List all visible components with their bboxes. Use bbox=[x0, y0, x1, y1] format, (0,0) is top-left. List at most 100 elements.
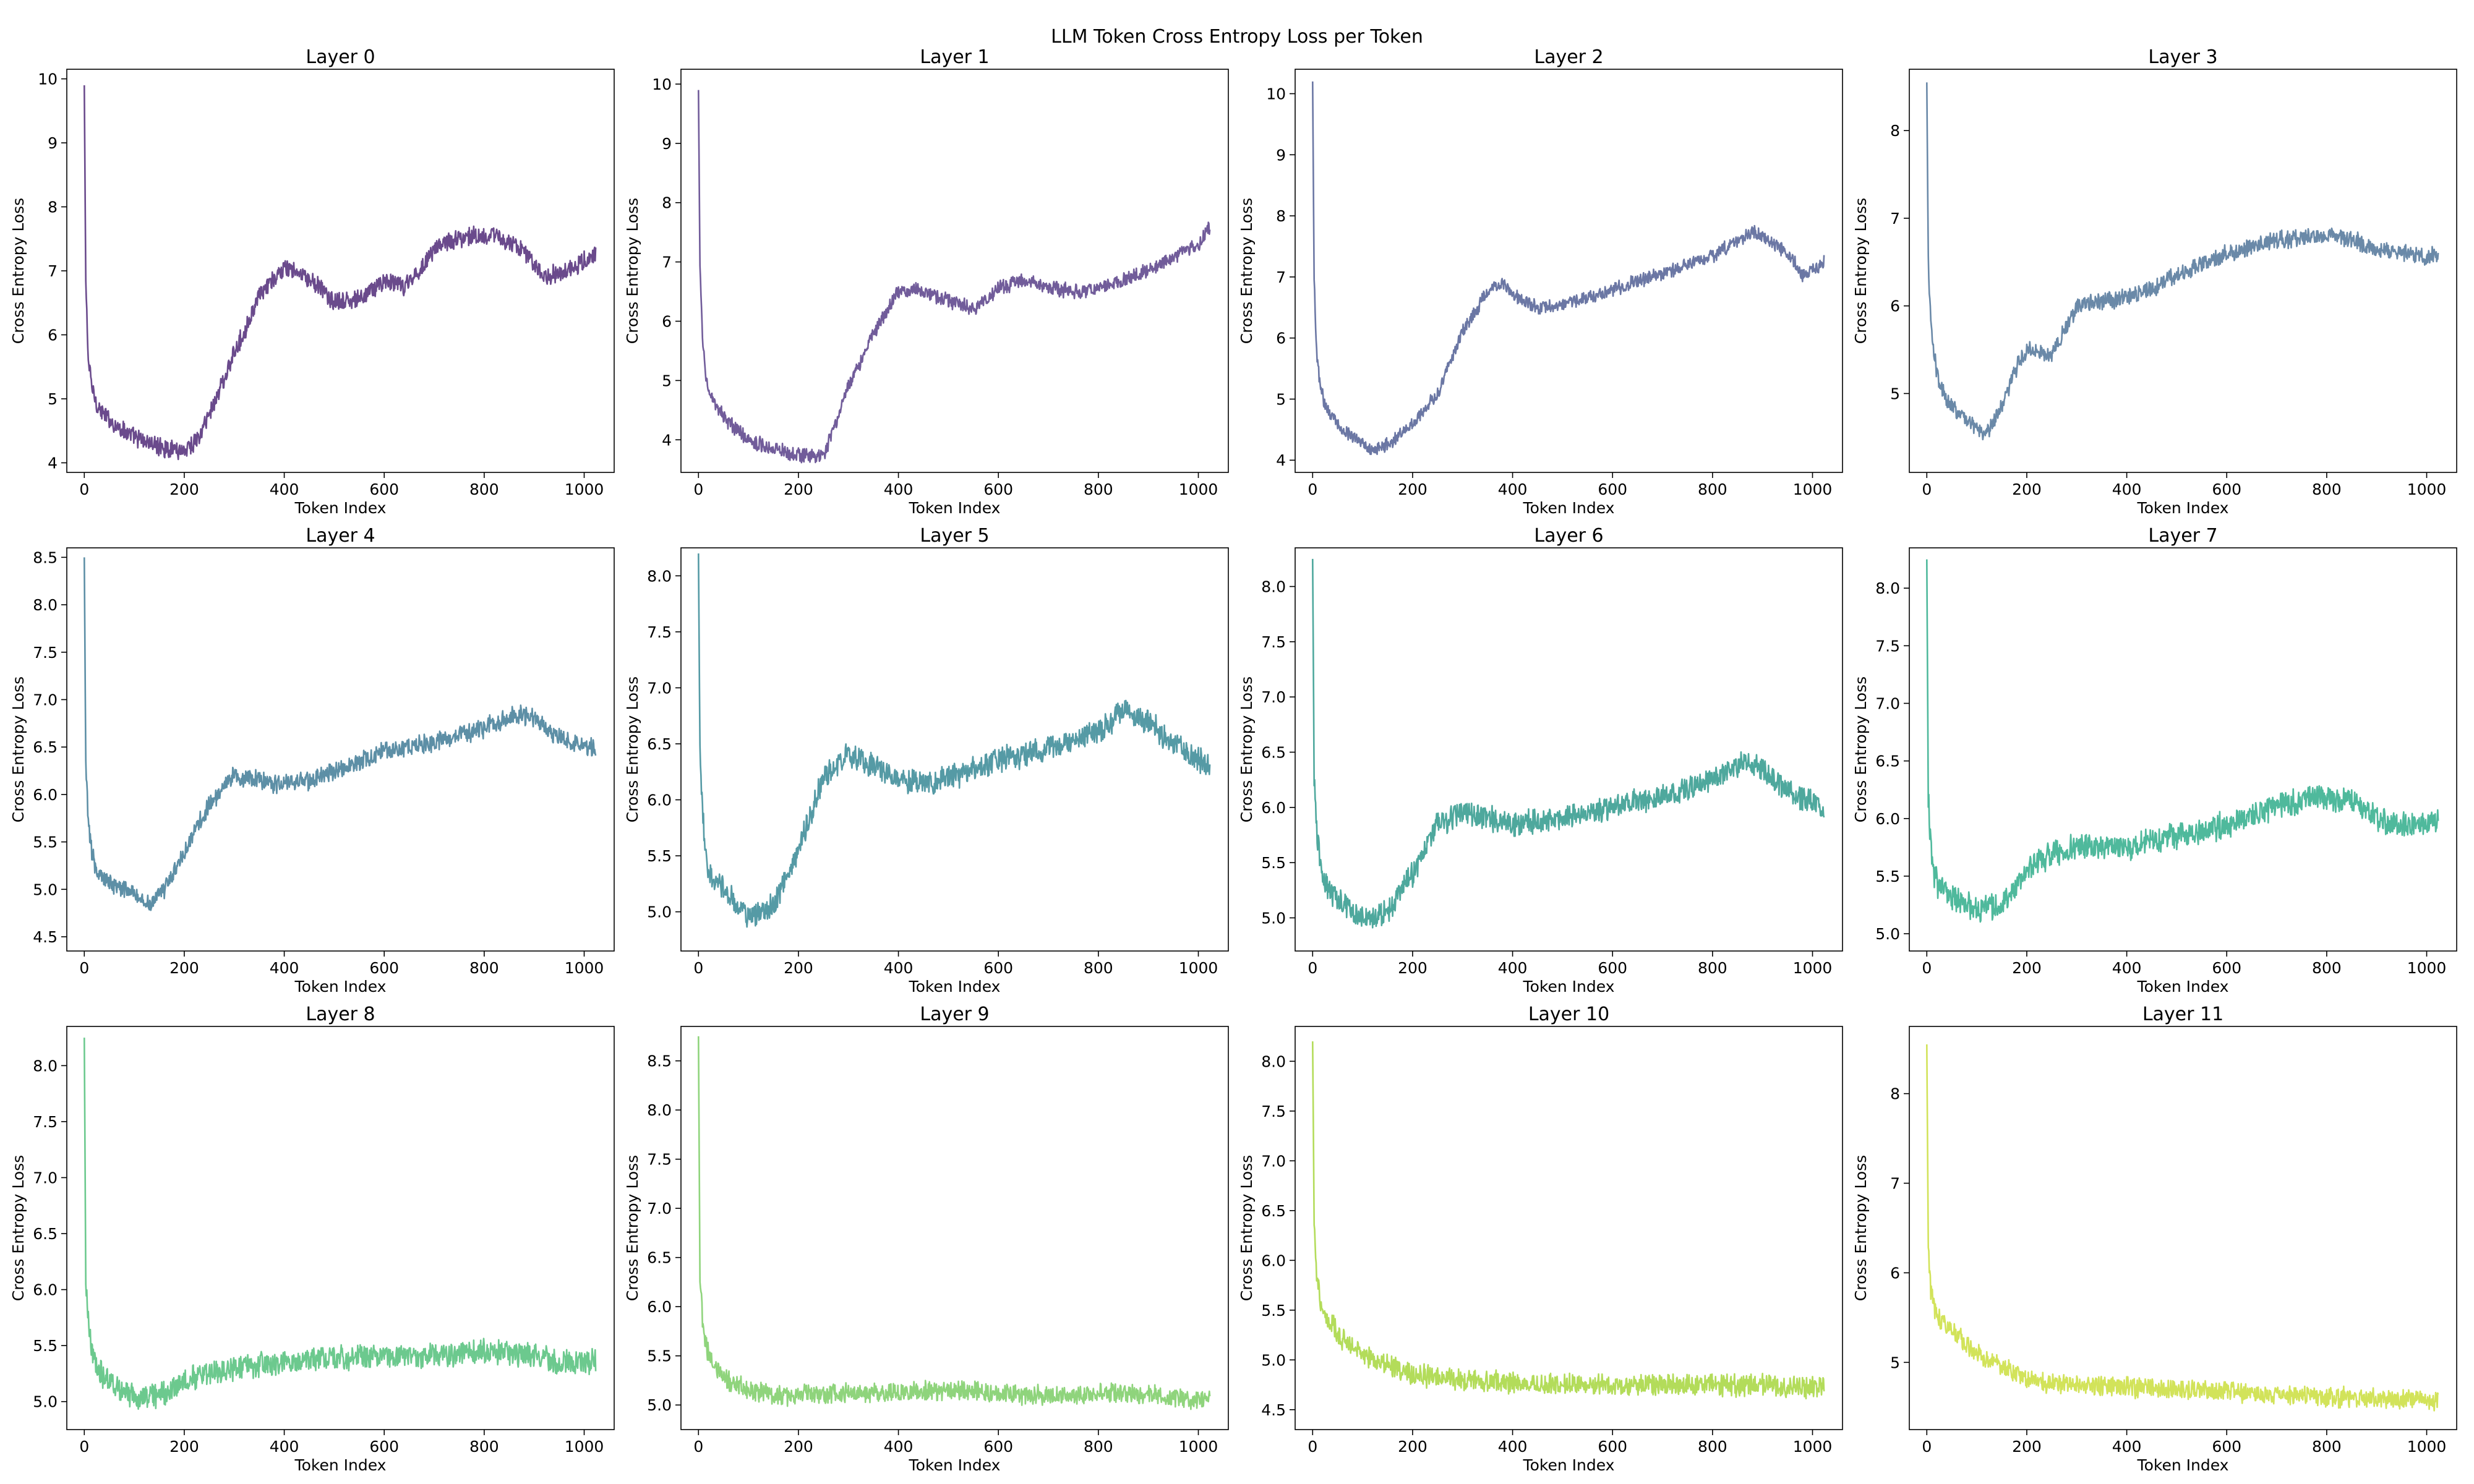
y-axis-label: Cross Entropy Loss bbox=[623, 198, 641, 344]
y-tick-label: 7.5 bbox=[647, 1151, 672, 1169]
x-tick-label: 600 bbox=[2212, 1438, 2241, 1456]
y-tick-label: 7 bbox=[48, 262, 58, 280]
y-tick-label: 5.5 bbox=[647, 1347, 672, 1365]
x-tick-label: 200 bbox=[169, 959, 199, 977]
y-tick-label: 5.0 bbox=[33, 881, 58, 898]
x-tick-label: 400 bbox=[1498, 480, 1528, 498]
x-axis-label: Token Index bbox=[2137, 978, 2229, 996]
x-tick-label: 600 bbox=[1598, 480, 1627, 498]
y-axis-label: Cross Entropy Loss bbox=[9, 1155, 27, 1301]
y-tick-label: 9 bbox=[48, 134, 58, 152]
x-tick-label: 600 bbox=[983, 959, 1013, 977]
x-tick-label: 800 bbox=[2312, 1438, 2342, 1456]
y-tick-label: 7.0 bbox=[33, 691, 58, 709]
y-tick-label: 5.0 bbox=[1261, 1351, 1286, 1369]
y-tick-label: 7.0 bbox=[647, 1200, 672, 1217]
x-tick-label: 1000 bbox=[2407, 959, 2447, 977]
y-tick-label: 6.0 bbox=[1261, 1252, 1286, 1269]
x-tick-label: 200 bbox=[1398, 1438, 1427, 1456]
x-tick-label: 0 bbox=[693, 959, 703, 977]
y-tick-label: 8.0 bbox=[33, 596, 58, 614]
y-tick-label: 7.0 bbox=[647, 679, 672, 697]
y-tick-label: 8.0 bbox=[1875, 579, 1900, 597]
x-tick-label: 1000 bbox=[1793, 480, 1833, 498]
x-tick-label: 0 bbox=[79, 959, 89, 977]
x-tick-label: 200 bbox=[1398, 959, 1427, 977]
y-tick-label: 8.0 bbox=[1261, 578, 1286, 596]
y-tick-label: 9 bbox=[1276, 146, 1286, 164]
panel-layer-8: Layer 8 0 200 400 600 800 1000 5.0 5.5 6.0 6.5 7.0 7… bbox=[9, 1004, 615, 1474]
axes-frame bbox=[66, 69, 615, 473]
y-tick-label: 5.0 bbox=[1875, 925, 1900, 943]
y-tick-label: 6.0 bbox=[33, 786, 58, 804]
x-tick-label: 800 bbox=[1698, 1438, 1727, 1456]
y-axis-label: Cross Entropy Loss bbox=[623, 1155, 641, 1301]
x-axis-label: Token Index bbox=[294, 1456, 387, 1474]
y-tick-label: 4 bbox=[48, 454, 58, 472]
x-tick-label: 400 bbox=[270, 1438, 299, 1456]
x-tick-label: 800 bbox=[469, 959, 499, 977]
y-tick-label: 7.0 bbox=[1261, 1152, 1286, 1170]
panel-title: Layer 9 bbox=[920, 1004, 989, 1025]
x-tick-label: 400 bbox=[884, 959, 914, 977]
y-tick-label: 4.5 bbox=[33, 928, 58, 946]
y-tick-label: 8 bbox=[1890, 122, 1900, 140]
y-axis-label: Cross Entropy Loss bbox=[1852, 198, 1870, 344]
y-tick-label: 6.5 bbox=[33, 1225, 58, 1243]
y-tick-label: 6.5 bbox=[1261, 1202, 1286, 1220]
x-tick-label: 200 bbox=[784, 480, 813, 498]
y-tick-label: 5 bbox=[662, 372, 672, 390]
x-tick-label: 0 bbox=[1308, 1438, 1317, 1456]
x-tick-label: 200 bbox=[169, 480, 199, 498]
y-tick-label: 8.0 bbox=[1261, 1052, 1286, 1070]
y-tick-label: 5.5 bbox=[647, 847, 672, 865]
x-tick-label: 200 bbox=[2012, 959, 2042, 977]
x-tick-label: 0 bbox=[693, 1438, 703, 1456]
y-axis-label: Cross Entropy Loss bbox=[1852, 1155, 1870, 1301]
x-tick-label: 0 bbox=[1922, 959, 1932, 977]
y-tick-label: 6 bbox=[1890, 297, 1900, 315]
axes-frame bbox=[1295, 547, 1843, 952]
y-tick-label: 7.5 bbox=[647, 623, 672, 641]
y-tick-label: 8.0 bbox=[33, 1057, 58, 1075]
loss-line bbox=[1311, 1041, 1825, 1400]
x-axis-label: Token Index bbox=[294, 499, 387, 517]
y-axis-label: Cross Entropy Loss bbox=[1852, 676, 1870, 822]
y-tick-label: 6 bbox=[1276, 330, 1286, 348]
x-tick-label: 1000 bbox=[2407, 1438, 2447, 1456]
x-tick-label: 800 bbox=[1698, 480, 1727, 498]
y-tick-label: 6.5 bbox=[1261, 743, 1286, 761]
x-axis-label: Token Index bbox=[909, 499, 1001, 517]
y-tick-label: 7.5 bbox=[1261, 633, 1286, 651]
panel-title: Layer 1 bbox=[920, 46, 989, 68]
x-tick-label: 1000 bbox=[2407, 480, 2447, 498]
loss-line bbox=[1311, 558, 1825, 929]
x-tick-label: 1000 bbox=[1793, 959, 1833, 977]
y-tick-label: 10 bbox=[1266, 85, 1286, 103]
x-tick-label: 400 bbox=[270, 480, 299, 498]
y-tick-label: 6.0 bbox=[1875, 810, 1900, 828]
x-axis-label: Token Index bbox=[2137, 1456, 2229, 1474]
y-tick-label: 5.5 bbox=[33, 834, 58, 851]
x-tick-label: 200 bbox=[2012, 1438, 2042, 1456]
panel-title: Layer 4 bbox=[306, 525, 375, 547]
y-tick-label: 7 bbox=[1890, 210, 1900, 228]
x-tick-label: 600 bbox=[983, 1438, 1013, 1456]
panel-title: Layer 2 bbox=[1534, 46, 1603, 68]
y-tick-label: 7.5 bbox=[33, 1113, 58, 1131]
x-tick-label: 600 bbox=[2212, 480, 2241, 498]
y-tick-label: 5.0 bbox=[33, 1393, 58, 1411]
y-tick-label: 8 bbox=[48, 198, 58, 216]
loss-line bbox=[1925, 82, 2439, 441]
y-tick-label: 7.0 bbox=[33, 1169, 58, 1187]
x-tick-label: 800 bbox=[1698, 959, 1727, 977]
y-tick-label: 6.5 bbox=[647, 735, 672, 753]
panel-layer-1: Layer 1 0 200 400 600 800 1000 4 5 6 7 8 9 10 Token In… bbox=[623, 46, 1229, 517]
x-tick-label: 1000 bbox=[565, 480, 604, 498]
x-tick-label: 400 bbox=[2112, 480, 2142, 498]
x-tick-label: 800 bbox=[1084, 959, 1113, 977]
y-tick-label: 6.0 bbox=[33, 1281, 58, 1299]
x-tick-label: 200 bbox=[784, 1438, 813, 1456]
panel-layer-4: Layer 4 0 200 400 600 800 1000 4.5 5.0 5.5 6.0 6.5 7… bbox=[9, 525, 615, 996]
